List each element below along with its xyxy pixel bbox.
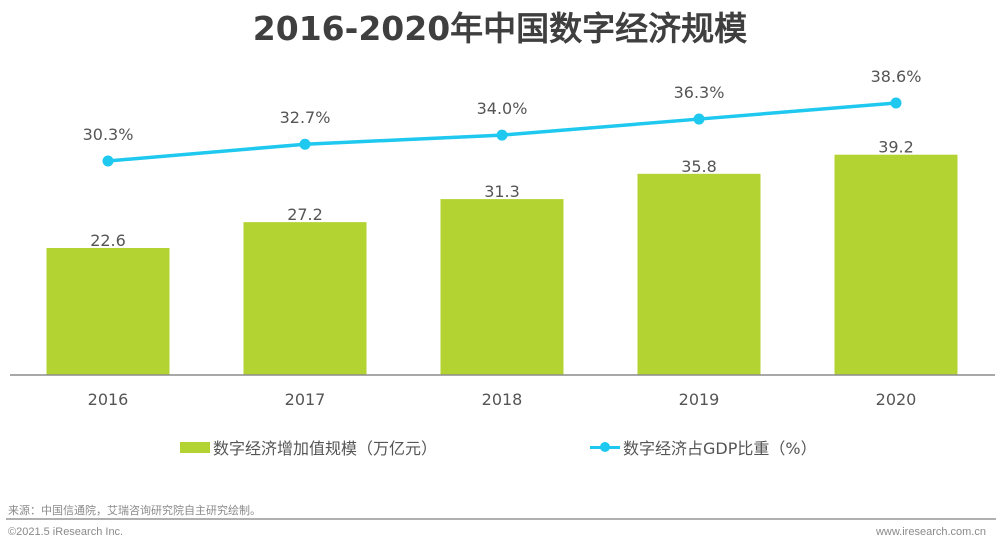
line-label-2017: 32.7% xyxy=(280,108,331,127)
website-link[interactable]: www.iresearch.com.cn xyxy=(875,526,986,538)
legend-swatch-line xyxy=(590,440,620,454)
line-point-2017 xyxy=(299,138,311,150)
legend-item-line: 数字经济占GDP比重（%） xyxy=(590,435,817,459)
bar-2017 xyxy=(243,222,367,375)
x-tick-2019: 2019 xyxy=(679,390,720,409)
x-tick-2016: 2016 xyxy=(88,390,129,409)
bar-label-2019: 35.8 xyxy=(681,157,717,176)
copyright-text: ©2021.5 iResearch Inc. xyxy=(8,526,124,538)
x-tick-2017: 2017 xyxy=(285,390,326,409)
x-tick-2020: 2020 xyxy=(876,390,917,409)
bar-label-2017: 27.2 xyxy=(287,205,323,224)
chart-title: 2016-2020年中国数字经济规模 xyxy=(252,9,748,48)
source-note: 来源：中国信通院，艾瑞咨询研究院自主研究绘制。 xyxy=(8,504,261,517)
legend-swatch-bar xyxy=(180,441,210,453)
line-point-2018 xyxy=(496,129,508,141)
bar-2018 xyxy=(440,199,564,375)
legend-label-bar: 数字经济增加值规模（万亿元） xyxy=(213,439,438,458)
legend-item-bar: 数字经济增加值规模（万亿元） xyxy=(180,435,437,459)
line-point-2016 xyxy=(102,155,114,167)
line-label-2016: 30.3% xyxy=(83,125,134,144)
line-point-2020 xyxy=(890,97,902,109)
legend-label-line: 数字经济占GDP比重（%） xyxy=(623,439,817,458)
line-label-2020: 38.6% xyxy=(871,67,922,86)
line-label-2018: 34.0% xyxy=(477,99,528,118)
bar-2020 xyxy=(834,154,958,375)
line-label-2019: 36.3% xyxy=(674,83,725,102)
x-tick-2018: 2018 xyxy=(482,390,523,409)
bar-label-2018: 31.3 xyxy=(484,182,520,201)
bar-label-2020: 39.2 xyxy=(878,138,914,157)
bar-2019 xyxy=(637,173,761,375)
chart-area: 22.6 27.2 31.3 35.8 39.2 2016 2017 2018 2019 202… xyxy=(10,67,995,409)
bar-label-2016: 22.6 xyxy=(90,231,126,250)
bar-2016 xyxy=(46,247,170,375)
line-point-2019 xyxy=(693,113,705,125)
footer-divider xyxy=(6,518,996,520)
